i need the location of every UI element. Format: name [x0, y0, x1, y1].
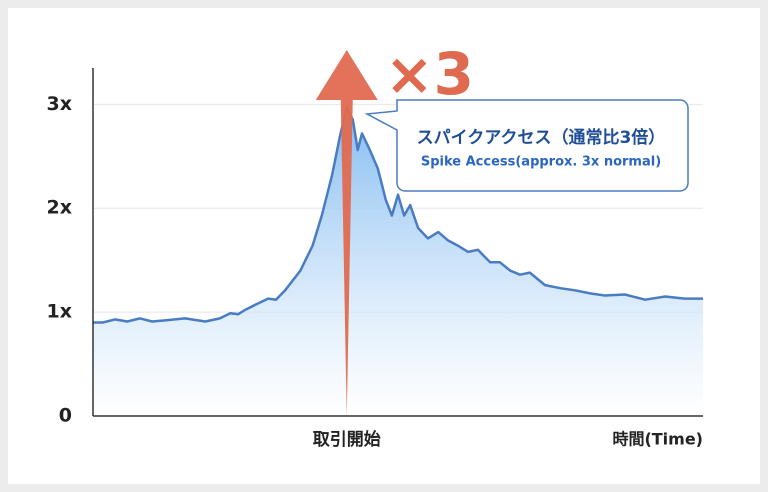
callout-en: Spike Access(approx. 3x normal): [421, 155, 661, 170]
y-tick-label: 0: [59, 405, 72, 427]
y-tick-label: 1x: [47, 301, 72, 323]
multiplier-label: ×3: [385, 40, 474, 108]
callout-box: [364, 99, 689, 192]
start-arrow: [315, 50, 378, 416]
callout-ja: スパイクアクセス（通常比3倍）: [417, 127, 666, 148]
x-tick-label: 取引開始: [313, 429, 381, 450]
x-axis-label: 時間(Time): [612, 430, 703, 449]
area-fill: [93, 107, 703, 416]
line: [93, 106, 703, 324]
y-tick-label: 3x: [47, 93, 72, 115]
y-tick-label: 2x: [47, 197, 72, 219]
